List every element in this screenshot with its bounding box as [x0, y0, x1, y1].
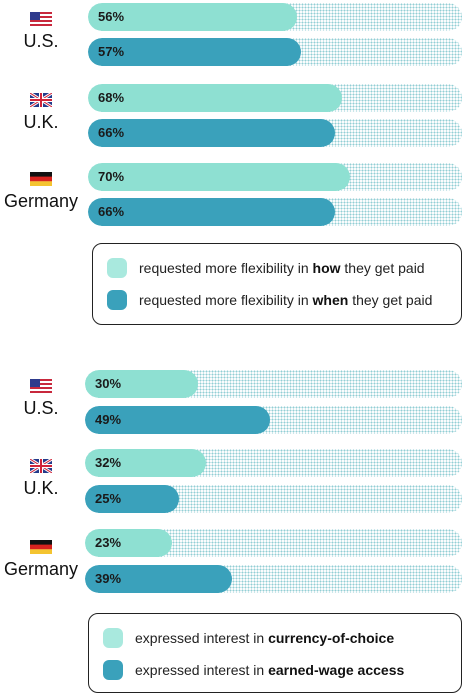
legend-item: expressed interest in earned-wage access	[103, 660, 404, 680]
data-label: 66%	[98, 204, 125, 219]
data-label: 56%	[98, 9, 125, 24]
bar	[88, 3, 298, 31]
bar-track: 57%	[88, 38, 462, 66]
bar	[88, 84, 343, 112]
country-name: Germany	[3, 191, 79, 211]
data-label: 49%	[95, 412, 122, 427]
bar-track: 23%	[85, 529, 462, 557]
bar	[85, 485, 180, 513]
legend-swatch	[107, 290, 127, 310]
data-label: 32%	[95, 455, 122, 470]
legend-label-suffix: they get paid	[348, 292, 433, 308]
legend-item: expressed interest in currency-of-choice	[103, 628, 394, 648]
data-label: 68%	[98, 90, 125, 105]
legend-label: expressed interest in earned-wage access	[135, 662, 404, 678]
country-label: U.K.	[0, 459, 82, 499]
country-name: U.K.	[23, 112, 59, 132]
legend-label-emphasis: earned-wage access	[268, 662, 405, 678]
data-label: 30%	[95, 376, 122, 391]
legend-item: requested more flexibility in how they g…	[107, 258, 425, 278]
bar-track: 25%	[85, 485, 462, 513]
bar	[85, 406, 270, 434]
country-name: U.K.	[23, 478, 59, 498]
bar	[88, 38, 302, 66]
legend-label: expressed interest in currency-of-choice	[135, 630, 394, 646]
germany-flag-icon	[30, 540, 52, 554]
bar-track: 66%	[88, 198, 462, 226]
country-name: Germany	[3, 559, 79, 579]
bar-track: 66%	[88, 119, 462, 147]
data-label: 70%	[98, 169, 125, 184]
flexibility-chart: U.S. 56% 57% U.K. 68% 66% Germany 70% 66% request…	[0, 0, 462, 330]
legend-label-prefix: expressed interest in	[135, 630, 269, 646]
bar	[85, 370, 199, 398]
legend-label-emphasis: when	[312, 292, 349, 308]
country-label: Germany	[0, 172, 82, 212]
country-name: U.S.	[23, 31, 59, 51]
legend-label: requested more flexibility in when they …	[139, 292, 432, 308]
country-label: Germany	[0, 540, 82, 580]
interest-chart: U.S. 30% 49% U.K. 32% 25% Germany 23% 39% express…	[0, 366, 462, 694]
bar-track: 49%	[85, 406, 462, 434]
legend-label-prefix: requested more flexibility in	[139, 292, 313, 308]
bar	[85, 565, 233, 593]
legend-swatch	[103, 660, 123, 680]
bar-track: 30%	[85, 370, 462, 398]
legend-item: requested more flexibility in when they …	[107, 290, 432, 310]
bar-track: 32%	[85, 449, 462, 477]
country-label: U.S.	[0, 379, 82, 419]
us-flag-icon	[30, 379, 52, 393]
country-label: U.K.	[0, 93, 82, 133]
country-name: U.S.	[23, 398, 59, 418]
data-label: 57%	[98, 44, 125, 59]
data-label: 23%	[95, 535, 122, 550]
bar	[85, 529, 172, 557]
uk-flag-icon	[30, 459, 52, 473]
legend-label-emphasis: currency-of-choice	[268, 630, 395, 646]
data-label: 25%	[95, 491, 122, 506]
bar-track: 68%	[88, 84, 462, 112]
legend: requested more flexibility in how they g…	[92, 243, 462, 325]
legend-swatch	[103, 628, 123, 648]
legend-label: requested more flexibility in how they g…	[139, 260, 425, 276]
bar-track: 39%	[85, 565, 462, 593]
bar	[85, 449, 206, 477]
legend: expressed interest in currency-of-choice…	[88, 613, 462, 693]
legend-label-prefix: expressed interest in	[135, 662, 269, 678]
legend-label-emphasis: how	[312, 260, 341, 276]
bar	[88, 198, 335, 226]
germany-flag-icon	[30, 172, 52, 186]
legend-label-suffix: they get paid	[340, 260, 425, 276]
bar-track: 56%	[88, 3, 462, 31]
legend-swatch	[107, 258, 127, 278]
uk-flag-icon	[30, 93, 52, 107]
us-flag-icon	[30, 12, 52, 26]
bar-track: 70%	[88, 163, 462, 191]
bar	[88, 119, 335, 147]
data-label: 66%	[98, 125, 125, 140]
country-label: U.S.	[0, 12, 82, 52]
legend-label-prefix: requested more flexibility in	[139, 260, 313, 276]
data-label: 39%	[95, 571, 122, 586]
bar	[88, 163, 350, 191]
